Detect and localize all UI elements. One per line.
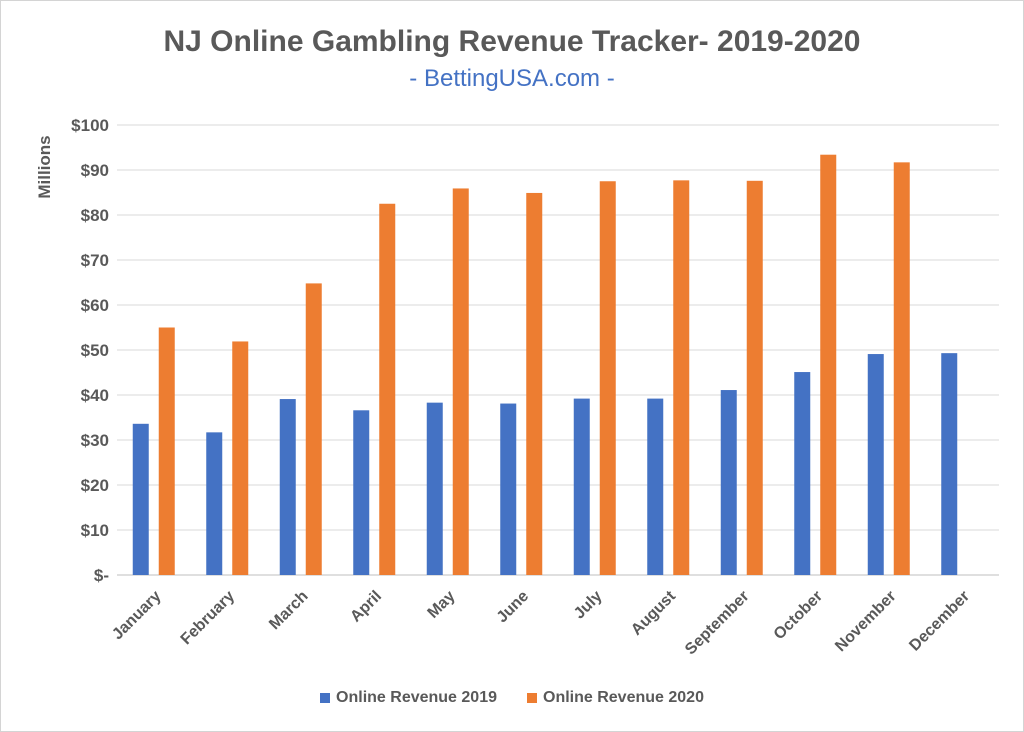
bar-2020-may — [452, 188, 469, 575]
x-tick-label: September — [682, 588, 753, 659]
bar-2020-september — [746, 180, 763, 576]
bar-2019-may — [426, 402, 443, 575]
y-tick-label: $60 — [81, 296, 109, 315]
y-tick-label: $80 — [81, 206, 109, 225]
bars — [132, 154, 958, 576]
bar-2019-september — [720, 390, 737, 575]
legend-label-2020: Online Revenue 2020 — [543, 689, 704, 706]
bar-2020-october — [820, 154, 837, 575]
y-tick-label: $- — [94, 566, 109, 585]
x-tick-label: May — [425, 588, 459, 622]
bar-2020-august — [673, 180, 690, 575]
chart-title: NJ Online Gambling Revenue Tracker- 2019… — [163, 25, 861, 58]
y-tick-label: $20 — [81, 476, 109, 495]
legend-item-2019: Online Revenue 2019 — [320, 689, 497, 707]
x-tick-label: November — [832, 588, 899, 655]
bar-2019-november — [867, 354, 884, 575]
bar-2019-october — [794, 372, 811, 575]
x-axis-ticks: January February March April May June July Augu… — [109, 587, 973, 658]
y-tick-label: $40 — [81, 386, 109, 405]
legend-label-2019: Online Revenue 2019 — [336, 689, 497, 706]
bar-2019-july — [573, 398, 590, 575]
y-tick-label: $70 — [81, 251, 109, 270]
x-tick-label: January — [109, 588, 164, 643]
x-tick-label: March — [266, 588, 311, 633]
bar-2019-april — [353, 410, 370, 575]
y-axis-ticks: $- $10 $20 $30 $40 $50 $60 $70 $80 $90 $100 — [71, 116, 109, 585]
x-tick-label: April — [347, 588, 385, 626]
x-tick-label: February — [178, 588, 239, 649]
chart-subtitle: - BettingUSA.com - — [409, 65, 615, 92]
bar-2019-february — [206, 432, 223, 575]
bar-2019-june — [500, 403, 517, 575]
bar-2020-march — [305, 283, 322, 575]
bar-2020-april — [379, 203, 396, 575]
y-tick-label: $100 — [71, 116, 109, 135]
bar-2020-july — [599, 181, 616, 575]
x-tick-label: July — [571, 588, 606, 623]
bar-2019-march — [279, 399, 296, 575]
legend-item-2020: Online Revenue 2020 — [527, 689, 704, 707]
y-tick-label: $50 — [81, 341, 109, 360]
x-tick-label: October — [771, 588, 826, 643]
y-tick-label: $90 — [81, 161, 109, 180]
legend-swatch-2020 — [527, 693, 537, 703]
x-tick-label: August — [628, 587, 679, 638]
y-tick-label: $30 — [81, 431, 109, 450]
bar-2019-august — [647, 398, 664, 575]
x-tick-label: December — [906, 588, 973, 655]
legend: Online Revenue 2019 Online Revenue 2020 — [1, 689, 1023, 707]
gridlines — [117, 124, 999, 576]
bar-2020-november — [893, 162, 910, 575]
bar-2020-february — [232, 341, 249, 575]
bar-2019-december — [941, 353, 958, 575]
y-axis-label: Millions — [35, 135, 54, 198]
y-tick-label: $10 — [81, 521, 109, 540]
bar-2020-june — [526, 192, 543, 575]
x-tick-label: June — [494, 588, 532, 626]
bar-2020-january — [158, 327, 175, 575]
legend-swatch-2019 — [320, 693, 331, 703]
bar-2019-january — [132, 423, 149, 575]
